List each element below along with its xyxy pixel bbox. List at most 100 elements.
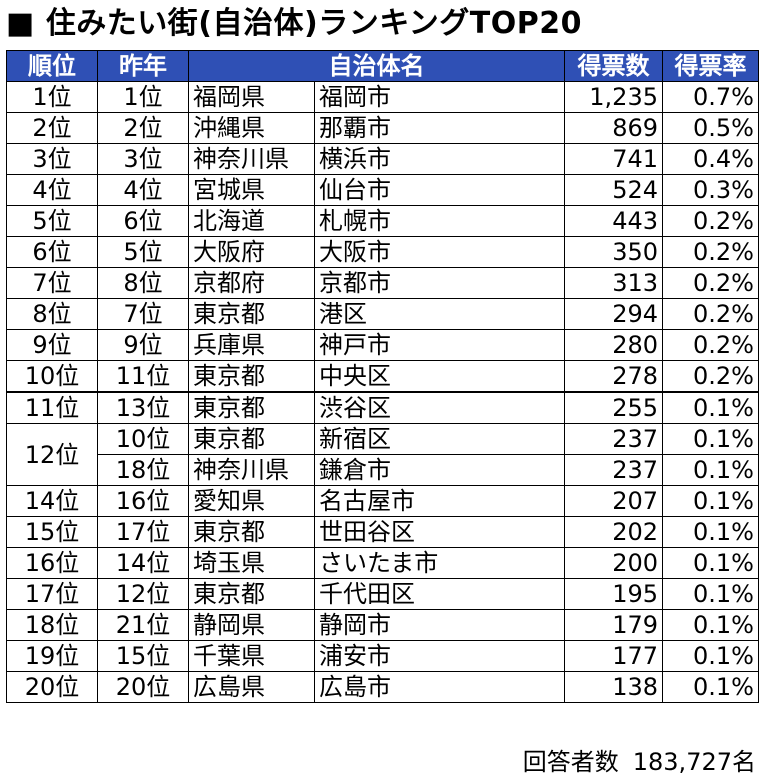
- prefecture-cell: 東京都: [188, 391, 315, 424]
- rank-cell: 18位: [6, 609, 98, 641]
- city-cell: 千代田区: [314, 578, 565, 610]
- rate-cell: 0.1%: [662, 640, 759, 672]
- votes-cell: 313: [564, 267, 663, 299]
- prefecture-cell: 東京都: [188, 578, 315, 610]
- rank-cell: 15位: [6, 516, 98, 548]
- prev-rank-cell: 1位: [97, 81, 189, 113]
- votes-cell: 350: [564, 236, 663, 268]
- city-cell: 新宿区: [314, 423, 565, 455]
- rate-cell: 0.1%: [662, 391, 759, 424]
- prefecture-cell: 神奈川県: [188, 143, 315, 175]
- rate-cell: 0.2%: [662, 360, 759, 393]
- prefecture-cell: 福岡県: [188, 81, 315, 113]
- rate-cell: 0.2%: [662, 329, 759, 361]
- votes-cell: 278: [564, 360, 663, 393]
- prefecture-cell: 東京都: [188, 516, 315, 548]
- rank-cell: 11位: [6, 391, 98, 424]
- votes-cell: 741: [564, 143, 663, 175]
- prev-rank-cell: 14位: [97, 547, 189, 579]
- rank-cell: 19位: [6, 640, 98, 672]
- ranking-table: 順位 昨年 自治体名 得票数 得票率 1位 1位 福岡県 福岡市 1,235 0.7% 2位…: [6, 50, 759, 703]
- prev-rank-cell: 21位: [97, 609, 189, 641]
- rate-cell: 0.2%: [662, 205, 759, 237]
- prev-rank-cell: 4位: [97, 174, 189, 206]
- rate-cell: 0.7%: [662, 81, 759, 113]
- table-row: 4位 4位 宮城県 仙台市 524 0.3%: [6, 174, 759, 206]
- votes-cell: 237: [564, 423, 663, 455]
- prefecture-cell: 千葉県: [188, 640, 315, 672]
- respondent-count-label: 回答者数: [522, 748, 619, 776]
- table-row: 7位 8位 京都府 京都市 313 0.2%: [6, 267, 759, 299]
- votes-cell: 237: [564, 454, 663, 486]
- prev-rank-cell: 8位: [97, 267, 189, 299]
- prev-rank-cell: 13位: [97, 391, 189, 424]
- prev-rank-cell: 6位: [97, 205, 189, 237]
- votes-cell: 202: [564, 516, 663, 548]
- prefecture-cell: 神奈川県: [188, 454, 315, 486]
- table-row: 1位 1位 福岡県 福岡市 1,235 0.7%: [6, 81, 759, 113]
- prev-rank-cell: 17位: [97, 516, 189, 548]
- votes-cell: 524: [564, 174, 663, 206]
- header-municipality: 自治体名: [188, 50, 565, 82]
- table-row: 9位 9位 兵庫県 神戸市 280 0.2%: [6, 329, 759, 361]
- city-cell: 神戸市: [314, 329, 565, 361]
- votes-cell: 195: [564, 578, 663, 610]
- city-cell: 京都市: [314, 267, 565, 299]
- votes-cell: 294: [564, 298, 663, 330]
- table-row: 16位 14位 埼玉県 さいたま市 200 0.1%: [6, 547, 759, 579]
- prefecture-cell: 兵庫県: [188, 329, 315, 361]
- table-row: 11位 13位 東京都 渋谷区 255 0.1%: [6, 391, 759, 424]
- table-row: 10位 11位 東京都 中央区 278 0.2%: [6, 360, 759, 393]
- votes-cell: 255: [564, 391, 663, 424]
- rate-cell: 0.1%: [662, 516, 759, 548]
- votes-cell: 1,235: [564, 81, 663, 113]
- rank-cell: 6位: [6, 236, 98, 268]
- table-row: 6位 5位 大阪府 大阪市 350 0.2%: [6, 236, 759, 268]
- page-title: ■ 住みたい街(自治体)ランキングTOP20: [6, 6, 583, 41]
- rank-cell: 3位: [6, 143, 98, 175]
- city-cell: 港区: [314, 298, 565, 330]
- rank-cell: 9位: [6, 329, 98, 361]
- rank-cell: 14位: [6, 485, 98, 517]
- rank-cell: 7位: [6, 267, 98, 299]
- prefecture-cell: 東京都: [188, 360, 315, 393]
- prev-rank-cell: 12位: [97, 578, 189, 610]
- rate-cell: 0.1%: [662, 547, 759, 579]
- table-row: 15位 17位 東京都 世田谷区 202 0.1%: [6, 516, 759, 548]
- rank-cell: 1位: [6, 81, 98, 113]
- rate-cell: 0.1%: [662, 671, 759, 703]
- rate-cell: 0.4%: [662, 143, 759, 175]
- rate-cell: 0.2%: [662, 298, 759, 330]
- city-cell: さいたま市: [314, 547, 565, 579]
- table-row: 3位 3位 神奈川県 横浜市 741 0.4%: [6, 143, 759, 175]
- city-cell: 札幌市: [314, 205, 565, 237]
- table-row: 14位 16位 愛知県 名古屋市 207 0.1%: [6, 485, 759, 517]
- prev-rank-cell: 11位: [97, 360, 189, 393]
- prev-rank-cell: 7位: [97, 298, 189, 330]
- city-cell: 名古屋市: [314, 485, 565, 517]
- rank-cell: 17位: [6, 578, 98, 610]
- votes-cell: 280: [564, 329, 663, 361]
- city-cell: 福岡市: [314, 81, 565, 113]
- prefecture-cell: 静岡県: [188, 609, 315, 641]
- respondent-count-value: 183,727名: [632, 748, 756, 776]
- respondent-count: 回答者数 183,727名: [523, 744, 756, 780]
- table-row: 17位 12位 東京都 千代田区 195 0.1%: [6, 578, 759, 610]
- prefecture-cell: 宮城県: [188, 174, 315, 206]
- prev-rank-cell: 20位: [97, 671, 189, 703]
- rank-cell: 10位: [6, 360, 98, 393]
- city-cell: 那覇市: [314, 112, 565, 144]
- city-cell: 大阪市: [314, 236, 565, 268]
- prev-rank-cell: 10位: [97, 423, 189, 455]
- rank-cell: 5位: [6, 205, 98, 237]
- city-cell: 世田谷区: [314, 516, 565, 548]
- rank-cell: 12位: [6, 423, 98, 486]
- table-row: 19位 15位 千葉県 浦安市 177 0.1%: [6, 640, 759, 672]
- city-cell: 横浜市: [314, 143, 565, 175]
- city-cell: 広島市: [314, 671, 565, 703]
- header-rate: 得票率: [662, 50, 759, 82]
- table-header-row: 順位 昨年 自治体名 得票数 得票率: [6, 50, 759, 82]
- votes-cell: 177: [564, 640, 663, 672]
- prev-rank-cell: 9位: [97, 329, 189, 361]
- city-cell: 渋谷区: [314, 391, 565, 424]
